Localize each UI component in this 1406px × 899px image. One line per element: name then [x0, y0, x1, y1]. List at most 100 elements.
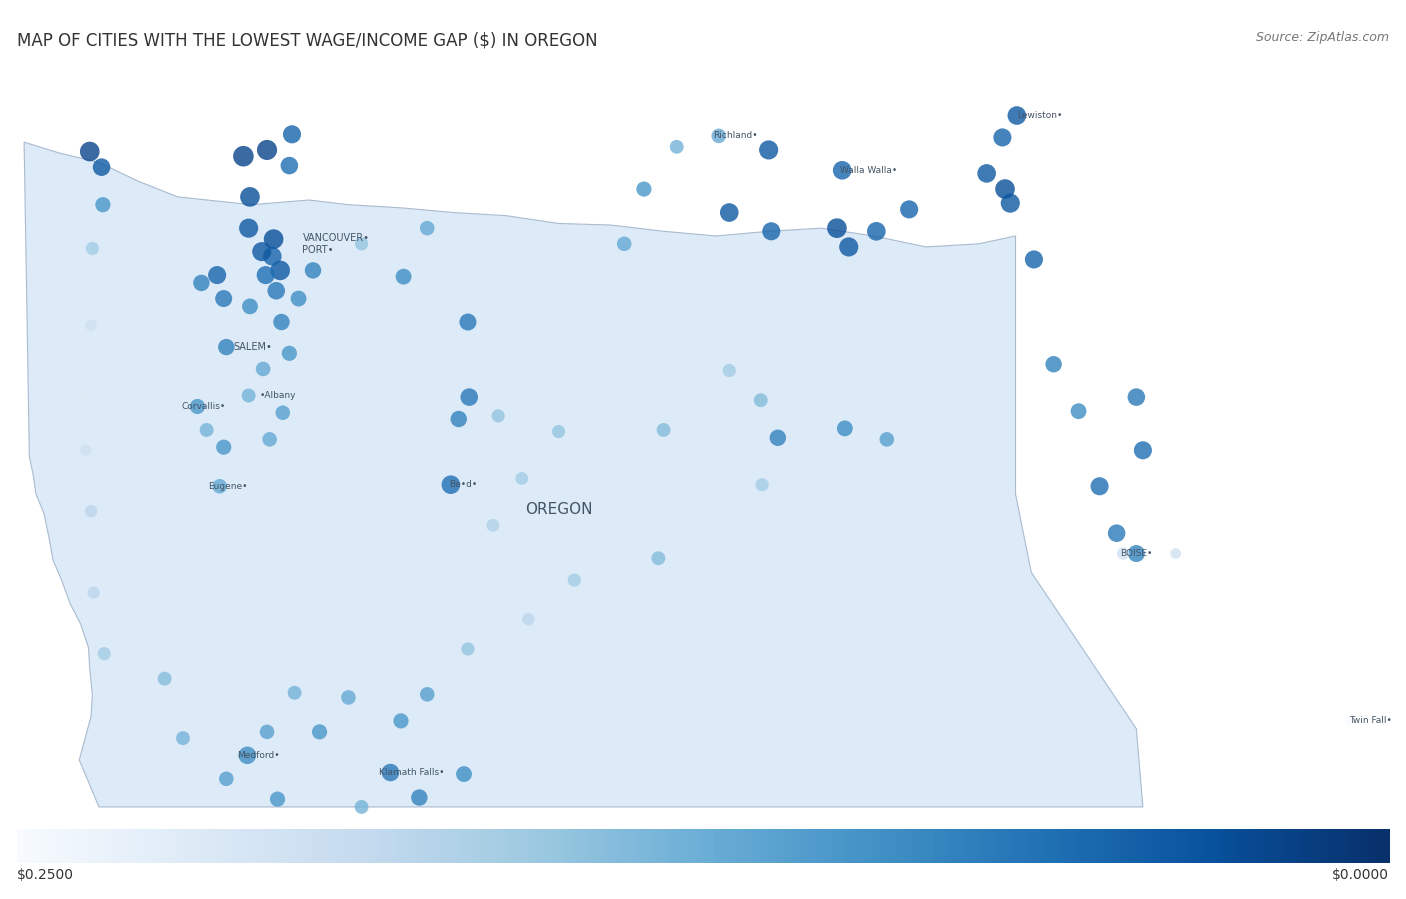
Text: Source: ZipAtlas.com: Source: ZipAtlas.com	[1256, 31, 1389, 44]
Point	[994, 182, 1017, 196]
Point	[271, 405, 294, 420]
Point	[236, 748, 259, 762]
Point	[761, 224, 783, 238]
Point	[256, 725, 278, 739]
Point	[308, 725, 330, 739]
Point	[238, 221, 260, 236]
Point	[262, 249, 284, 263]
Point	[457, 315, 479, 329]
Point	[281, 127, 304, 141]
Point	[256, 143, 278, 157]
Point	[239, 299, 262, 314]
Point	[1042, 357, 1064, 371]
Text: Medford•: Medford•	[236, 751, 280, 760]
Point	[1125, 547, 1147, 561]
Point	[1164, 547, 1187, 561]
Point	[1105, 526, 1128, 540]
Point	[838, 240, 860, 254]
Point	[266, 792, 288, 806]
Text: $0.0000: $0.0000	[1331, 868, 1389, 882]
Point	[562, 573, 585, 587]
Point	[1132, 443, 1154, 458]
Point	[1339, 714, 1361, 728]
Point	[269, 263, 291, 278]
Point	[758, 143, 780, 157]
Point	[205, 268, 228, 282]
Point	[90, 160, 112, 174]
Point	[749, 393, 772, 407]
Point	[254, 268, 277, 282]
Point	[389, 714, 412, 728]
Text: MAP OF CITIES WITH THE LOWEST WAGE/INCOME GAP ($) IN OREGON: MAP OF CITIES WITH THE LOWEST WAGE/INCOM…	[17, 31, 598, 49]
Point	[380, 765, 402, 779]
Text: Eugene•: Eugene•	[208, 482, 247, 491]
Text: VANCOUVER•
PORT•: VANCOUVER• PORT•	[302, 233, 370, 254]
Text: Walla Walla•: Walla Walla•	[839, 165, 897, 174]
Point	[278, 158, 301, 173]
Point	[350, 800, 373, 814]
Point	[665, 139, 688, 154]
Point	[259, 432, 281, 447]
Point	[172, 731, 194, 745]
Point	[482, 518, 505, 532]
Point	[263, 232, 285, 246]
Point	[453, 767, 475, 781]
Point	[718, 363, 741, 378]
Point	[1088, 479, 1111, 494]
Point	[825, 221, 848, 236]
Point	[1022, 253, 1045, 267]
Text: Twin Fall•: Twin Fall•	[1350, 717, 1392, 725]
Point	[613, 236, 636, 251]
Point	[486, 409, 509, 423]
Point	[457, 642, 479, 656]
Point	[416, 221, 439, 236]
Point	[991, 130, 1014, 145]
Point	[278, 346, 301, 360]
Point	[876, 432, 898, 447]
Point	[751, 477, 773, 492]
Point	[232, 149, 254, 164]
Point	[250, 245, 273, 259]
Text: Lewiston•: Lewiston•	[1017, 111, 1062, 120]
Point	[80, 504, 103, 519]
Point	[215, 771, 238, 786]
Polygon shape	[24, 142, 1143, 807]
Point	[647, 551, 669, 565]
Point	[75, 443, 97, 458]
Text: $0.2500: $0.2500	[17, 868, 75, 882]
Point	[350, 236, 373, 251]
Point	[93, 646, 115, 661]
Point	[440, 477, 463, 492]
Point	[91, 198, 114, 212]
Point	[547, 424, 569, 439]
Point	[718, 205, 741, 219]
Point	[215, 340, 238, 354]
Point	[898, 202, 921, 217]
Point	[1067, 404, 1090, 418]
Point	[302, 263, 325, 278]
Text: •Albany: •Albany	[259, 391, 295, 400]
Point	[264, 283, 287, 298]
Text: OREGON: OREGON	[524, 503, 592, 517]
Point	[766, 431, 789, 445]
Point	[80, 318, 103, 333]
Point	[82, 241, 104, 255]
Point	[1000, 196, 1022, 210]
Point	[287, 291, 309, 306]
Point	[976, 166, 998, 181]
Text: SALEM•: SALEM•	[233, 342, 271, 352]
Point	[190, 276, 212, 290]
Point	[1005, 109, 1028, 123]
Point	[633, 182, 655, 196]
Point	[208, 479, 231, 494]
Point	[212, 440, 235, 454]
Point	[83, 585, 105, 600]
Point	[865, 224, 887, 238]
Point	[239, 190, 262, 204]
Point	[517, 612, 540, 627]
Point	[416, 687, 439, 701]
Point	[284, 686, 307, 700]
Point	[447, 412, 470, 426]
Point	[707, 129, 730, 143]
Point	[212, 291, 235, 306]
